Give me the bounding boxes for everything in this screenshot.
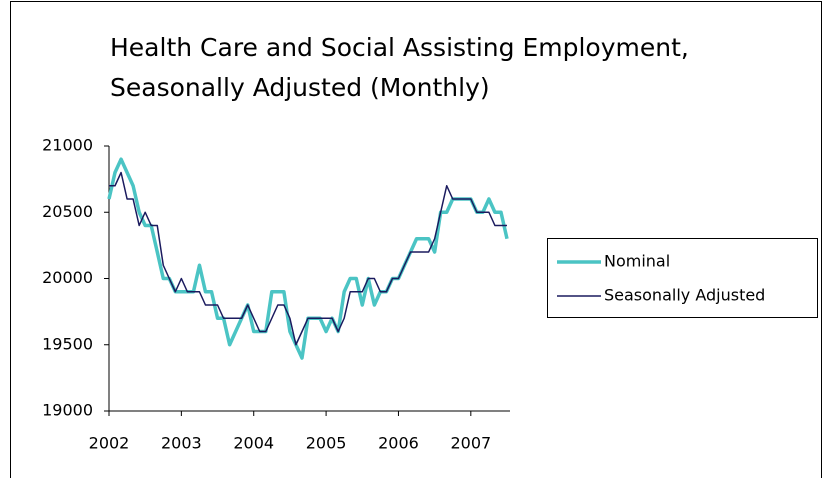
y-tick-label: 19000 [42, 401, 93, 420]
x-tick-label: 2002 [89, 434, 130, 453]
legend-label: Seasonally Adjusted [604, 286, 765, 305]
x-tick-label: 2005 [306, 434, 347, 453]
chart-title: Seasonally Adjusted (Monthly) [110, 73, 490, 102]
y-tick-label: 19500 [42, 334, 93, 353]
series-line [107, 157, 509, 360]
y-tick-label: 21000 [42, 136, 93, 155]
y-tick-label: 20500 [42, 202, 93, 221]
x-tick-label: 2003 [161, 434, 202, 453]
x-tick-label: 2006 [378, 434, 419, 453]
series-line [109, 171, 507, 346]
x-tick-label: 2004 [233, 434, 274, 453]
chart-border [10, 1, 822, 478]
legend-box [547, 238, 818, 318]
y-tick-label: 20000 [42, 268, 93, 287]
chart-title: Health Care and Social Assisting Employm… [110, 33, 689, 62]
x-tick-label: 2007 [450, 434, 491, 453]
legend-label: Nominal [604, 252, 670, 271]
